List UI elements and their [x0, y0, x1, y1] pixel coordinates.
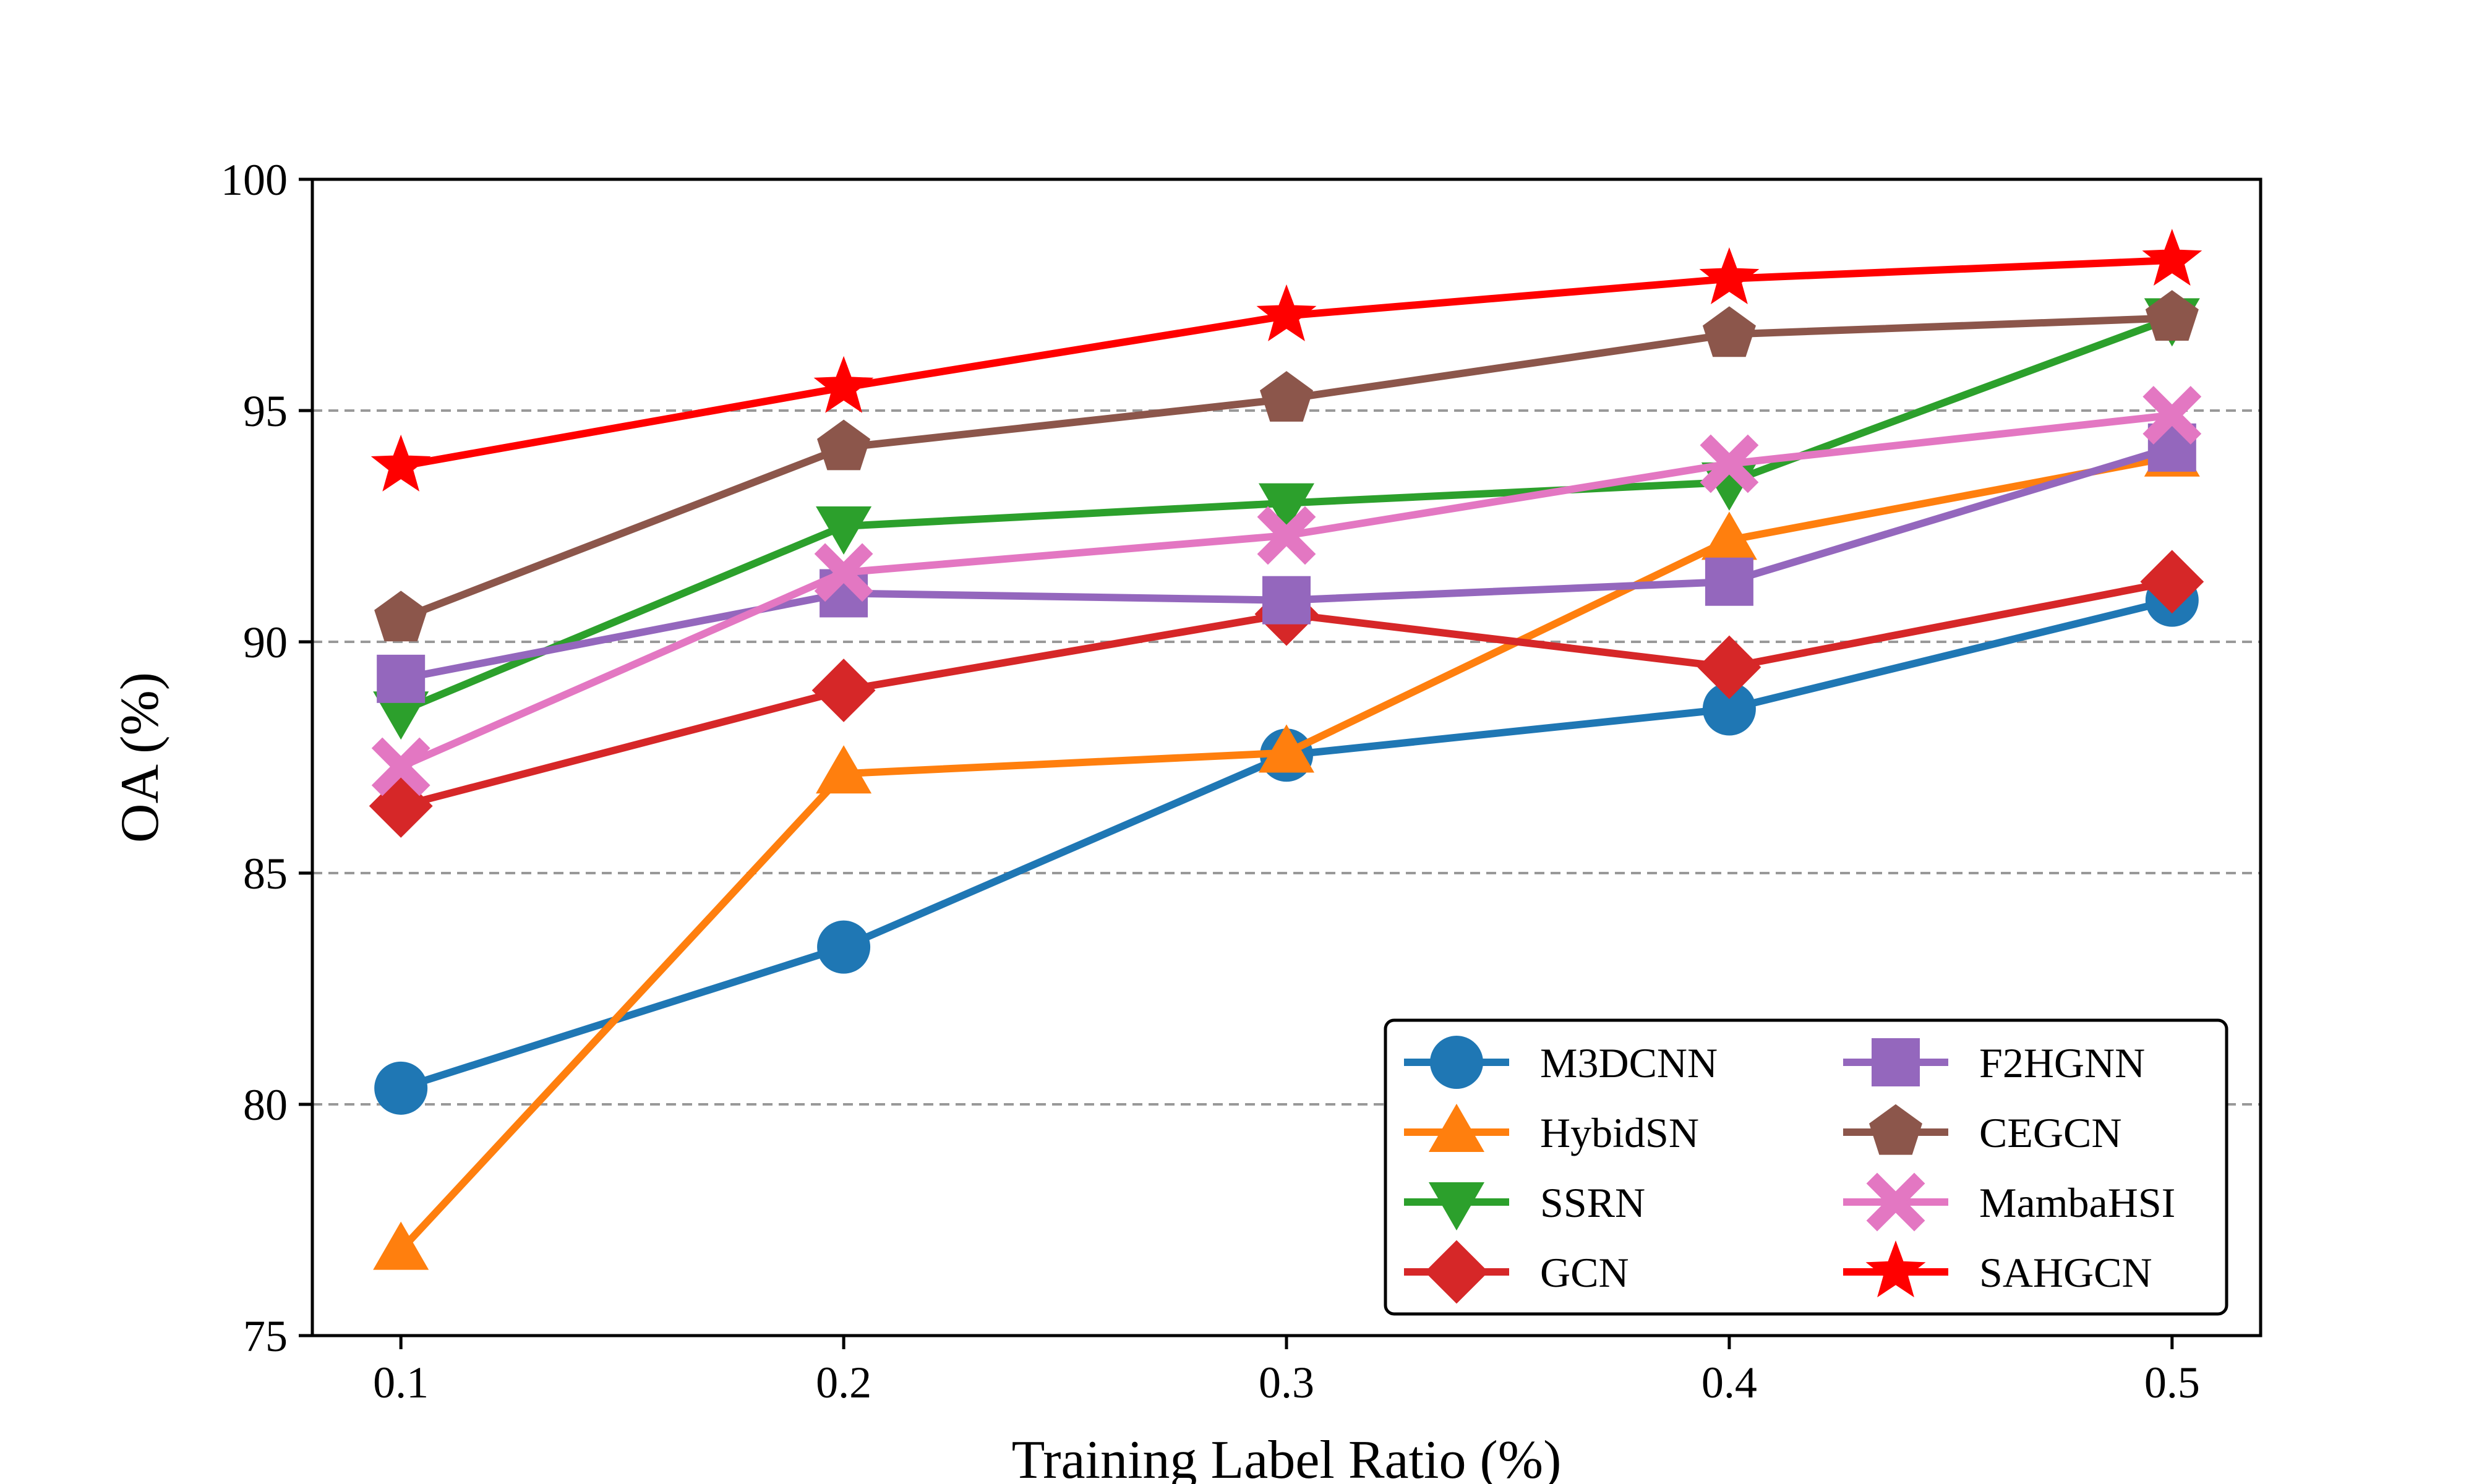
- data-point-cegcn: [817, 419, 871, 471]
- legend-item-gcn: GCN: [1404, 1240, 1629, 1304]
- x-tick-label: 0.1: [373, 1358, 429, 1407]
- data-point-f2hgnn: [377, 654, 426, 703]
- legend-item-mambahsi: MambaHSI: [1843, 1172, 2175, 1232]
- legend-label-ssrn: SSRN: [1540, 1179, 1645, 1226]
- data-point-mambahsi: [371, 737, 430, 796]
- data-point-gcn: [2140, 550, 2204, 614]
- legend: M3DCNN HybidSN SSRN GCN F2HGNN CEGCN MambaHSI S…: [1384, 1018, 2228, 1316]
- series-group: [369, 229, 2204, 1270]
- legend-item-cegcn: CEGCN: [1843, 1104, 2121, 1156]
- data-point-hybidsn: [816, 745, 872, 794]
- x-tick-label: 0.4: [1701, 1358, 1757, 1407]
- legend-label-cegcn: CEGCN: [1979, 1109, 2121, 1156]
- legend-item-ssrn: SSRN: [1404, 1179, 1645, 1231]
- y-tick-label: 90: [243, 618, 288, 667]
- data-point-m3dcnn: [374, 1061, 428, 1115]
- legend-marker-mambahsi: [1866, 1172, 1925, 1232]
- data-point-mambahsi: [814, 543, 873, 602]
- legend-label-sahgcn: SAHGCN: [1979, 1249, 2152, 1296]
- data-point-hybidsn: [1258, 724, 1315, 773]
- data-point-sahgcn: [370, 434, 431, 492]
- data-point-f2hgnn: [1705, 557, 1753, 606]
- series-hybidsn: [373, 428, 2200, 1270]
- legend-marker-cegcn: [1869, 1104, 1922, 1155]
- data-point-cegcn: [1702, 306, 1756, 357]
- data-point-m3dcnn: [817, 920, 871, 974]
- legend-marker-ssrn: [1428, 1182, 1485, 1231]
- data-point-cegcn: [374, 591, 428, 642]
- y-tick-label: 100: [221, 155, 288, 205]
- data-point-sahgcn: [1256, 284, 1317, 341]
- legend-item-f2hgnn: F2HGNN: [1843, 1038, 2145, 1086]
- legend-marker-hybidsn: [1428, 1103, 1485, 1152]
- legend-item-hybidsn: HybidSN: [1404, 1103, 1699, 1156]
- data-point-gcn: [1697, 635, 1761, 699]
- series-f2hgnn: [377, 423, 2196, 703]
- legend-marker-m3dcnn: [1430, 1036, 1483, 1089]
- data-point-sahgcn: [813, 356, 874, 413]
- legend-label-mambahsi: MambaHSI: [1979, 1179, 2175, 1226]
- legend-label-f2hgnn: F2HGNN: [1979, 1039, 2145, 1086]
- y-tick-label: 95: [243, 386, 288, 436]
- data-point-ssrn: [1258, 483, 1315, 532]
- data-point-gcn: [811, 659, 876, 722]
- legend-label-m3dcnn: M3DCNN: [1540, 1039, 1718, 1086]
- data-point-ssrn: [816, 506, 872, 555]
- series-mambahsi: [371, 386, 2202, 796]
- series-cegcn: [374, 290, 2199, 642]
- data-point-sahgcn: [1699, 247, 1760, 305]
- x-tick-label: 0.3: [1259, 1358, 1314, 1407]
- data-point-mambahsi: [1700, 434, 1759, 493]
- series-sahgcn: [370, 229, 2202, 492]
- legend-marker-sahgcn: [1865, 1240, 1926, 1298]
- data-point-hybidsn: [373, 1221, 429, 1270]
- data-point-mambahsi: [2142, 386, 2202, 445]
- data-point-f2hgnn: [1262, 576, 1311, 625]
- y-axis: 75 80 85 90 95 100: [221, 155, 312, 1361]
- legend-item-sahgcn: SAHGCN: [1843, 1240, 2152, 1298]
- x-axis: 0.1 0.2 0.3 0.4 0.5: [373, 1336, 2200, 1407]
- legend-marker-gcn: [1424, 1240, 1489, 1304]
- y-tick-label: 80: [243, 1080, 288, 1130]
- x-axis-label: Training Label Ratio (%): [1012, 1430, 1562, 1484]
- legend-box: [1384, 1018, 2228, 1316]
- legend-label-hybidsn: HybidSN: [1540, 1109, 1699, 1156]
- y-tick-label: 75: [243, 1311, 288, 1361]
- legend-label-gcn: GCN: [1540, 1249, 1629, 1296]
- data-point-mambahsi: [1257, 506, 1316, 565]
- y-axis-label: OA (%): [110, 672, 170, 843]
- data-point-sahgcn: [2142, 229, 2202, 286]
- y-tick-label: 85: [243, 849, 288, 898]
- legend-item-m3dcnn: M3DCNN: [1404, 1036, 1718, 1089]
- data-point-cegcn: [1260, 371, 1313, 422]
- x-tick-label: 0.2: [816, 1358, 871, 1407]
- legend-marker-f2hgnn: [1872, 1038, 1920, 1086]
- data-point-cegcn: [2145, 290, 2199, 341]
- x-tick-label: 0.5: [2144, 1358, 2200, 1407]
